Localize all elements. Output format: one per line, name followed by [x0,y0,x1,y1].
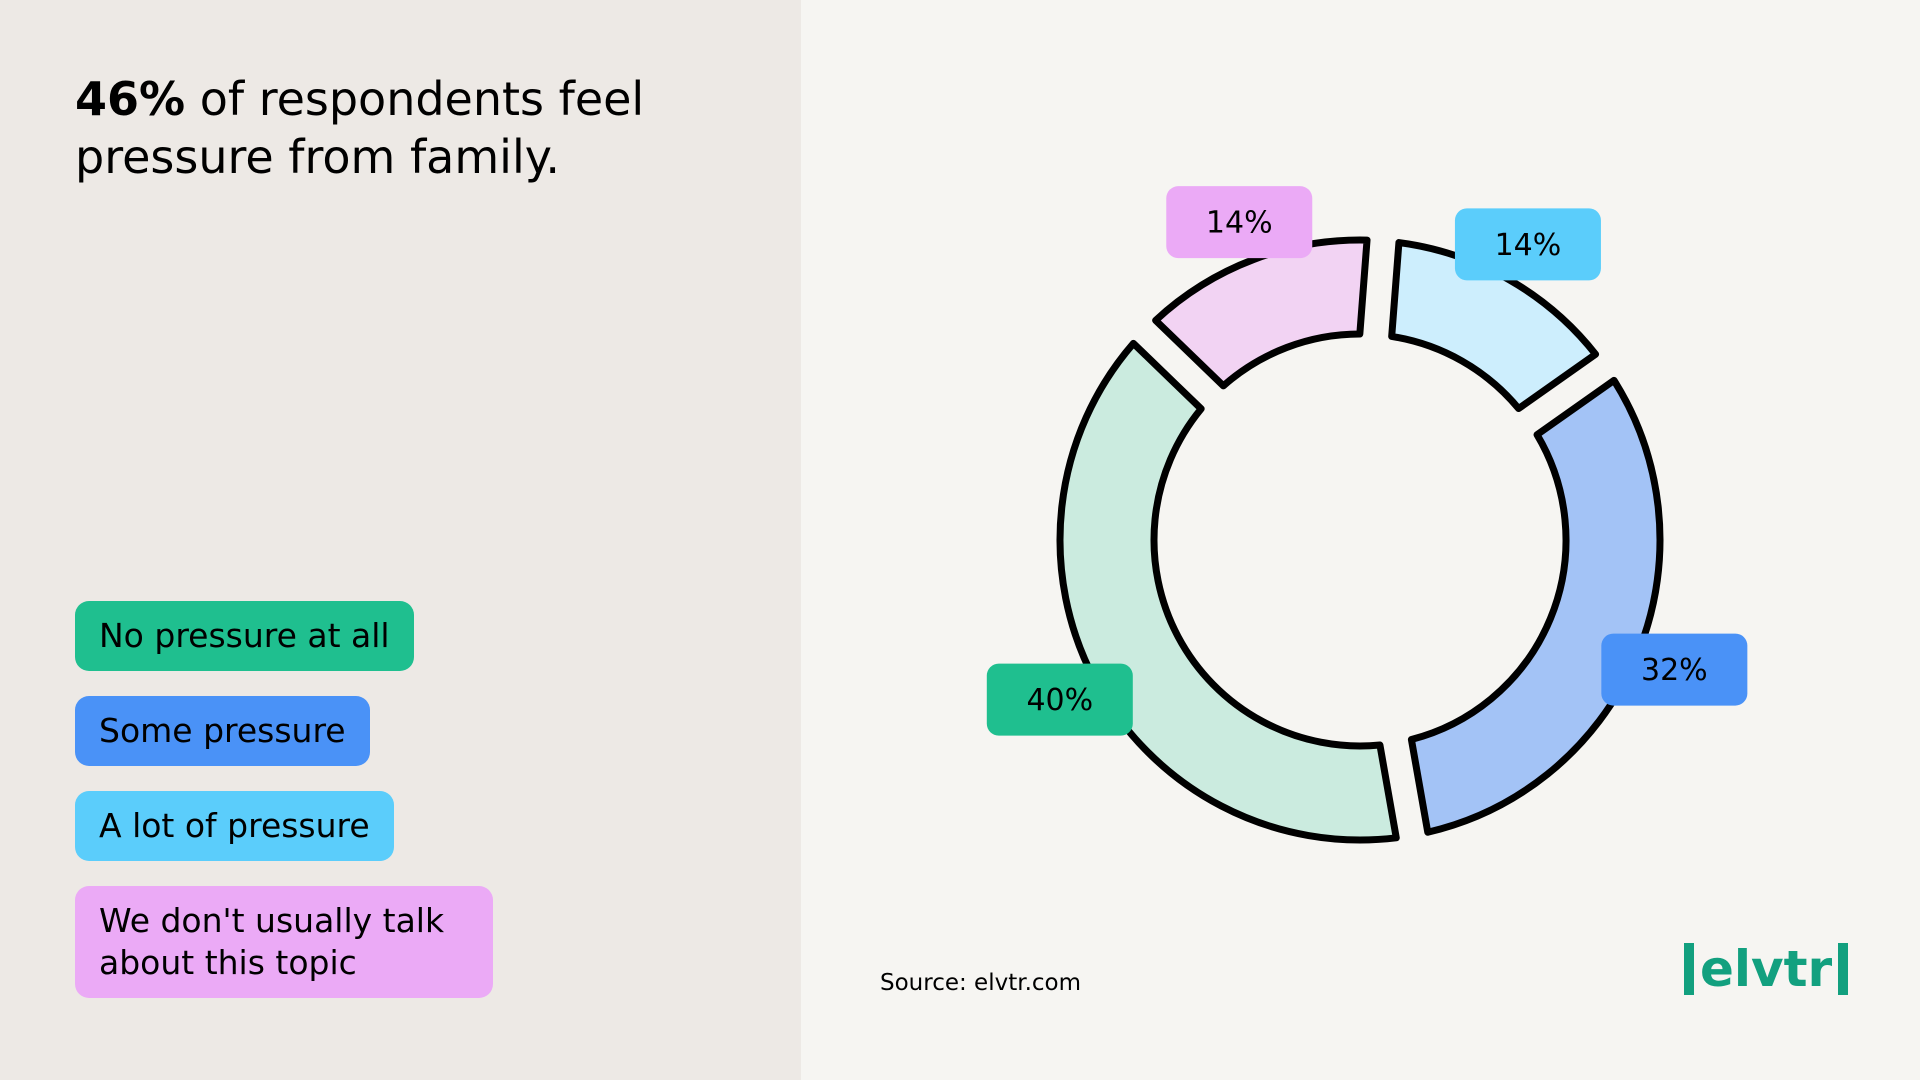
value-label: 14% [1206,206,1273,241]
donut-segment [1407,376,1664,836]
value-label: 40% [1026,683,1093,718]
value-label: 32% [1641,653,1708,688]
logo-text: elvtr [1700,940,1833,998]
chart-title: 46% of respondents feel pressure from fa… [75,70,695,186]
source: Source: elvtr.com [880,970,1082,996]
logo-bar [1684,943,1694,995]
legend-item: No pressure at all [75,601,635,696]
logo-bar [1838,943,1849,995]
legend-label: Some pressure [75,696,370,766]
value-label: 14% [1495,228,1562,263]
donut-segment [1056,339,1400,844]
title-text: of respondents feel pressure from family… [75,72,645,184]
logo: elvtr [1684,940,1849,998]
legend-item: We don't usually talk about this topic [75,886,635,1023]
donut-segment [1388,239,1600,413]
legend-label: We don't usually talk about this topic [75,886,493,998]
value-badge [1166,186,1313,259]
value-badge [986,663,1133,736]
legend-item: A lot of pressure [75,791,635,886]
legend: No pressure at all Some pressure A lot of … [75,601,635,1023]
legend-label: No pressure at all [75,601,414,671]
title-highlight: 46% [75,72,186,126]
legend-item: Some pressure [75,696,635,791]
value-badge [1601,633,1748,706]
legend-label: A lot of pressure [75,791,394,861]
donut-segment [1152,236,1371,390]
value-badge [1454,208,1601,281]
